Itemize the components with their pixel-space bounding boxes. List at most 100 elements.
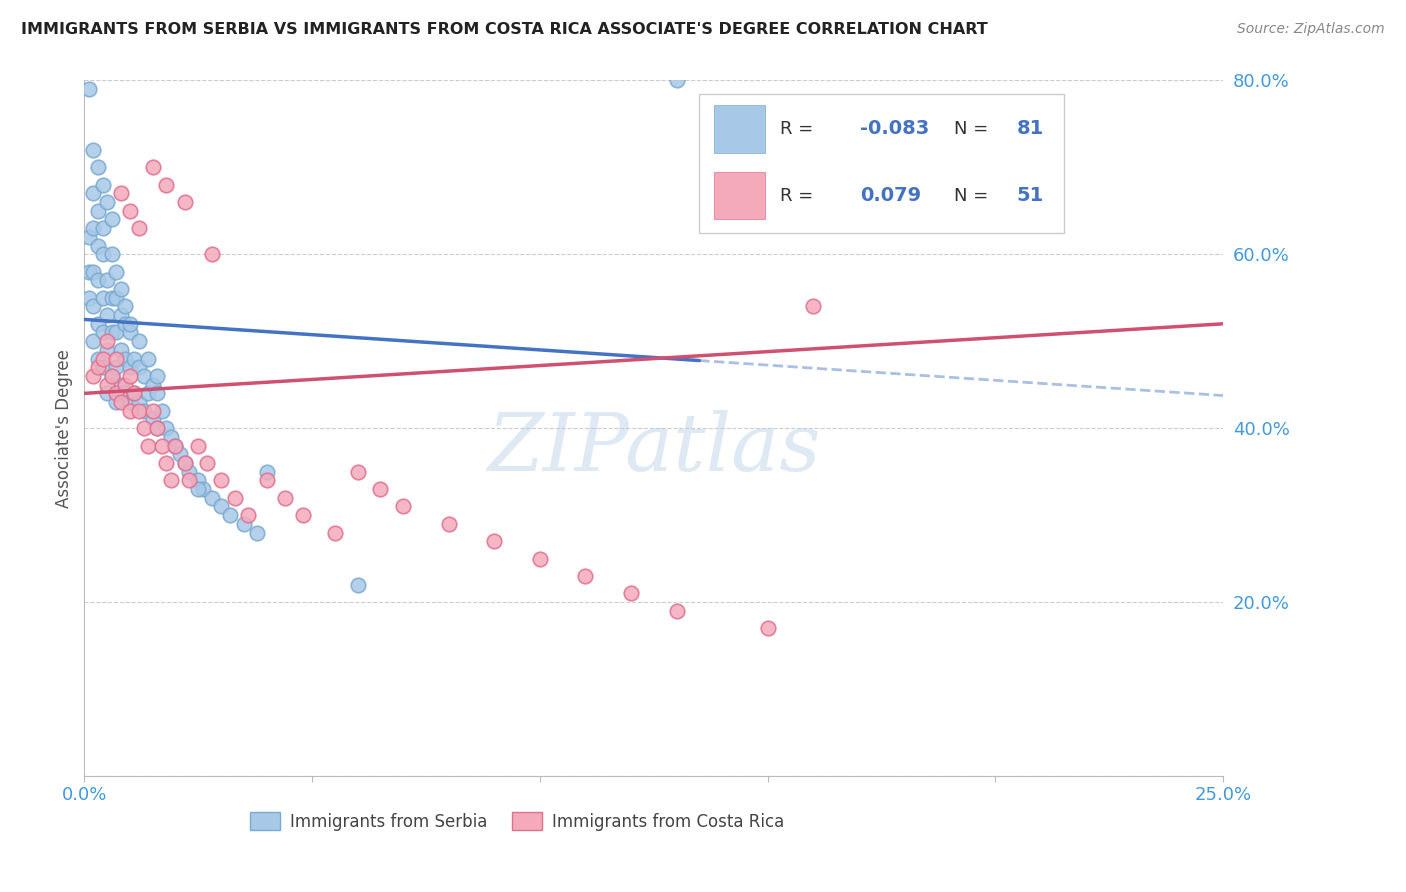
Point (142, 412, 165, 426)
Text: N =: N = (955, 186, 988, 205)
Point (132, 421, 155, 435)
Point (437, 516, 460, 531)
Point (91, 326, 114, 340)
Point (195, 456, 218, 470)
Point (100, 247, 122, 261)
Point (179, 465, 201, 479)
Point (484, 534, 506, 549)
Point (118, 369, 141, 384)
Point (136, 438, 159, 452)
Point (110, 308, 132, 322)
FancyBboxPatch shape (699, 95, 1064, 234)
Point (160, 430, 183, 444)
Point (91, 221, 114, 235)
Text: 81: 81 (1017, 120, 1043, 138)
Point (87, 203, 110, 218)
Text: Source: ZipAtlas.com: Source: ZipAtlas.com (1237, 22, 1385, 37)
Point (114, 299, 136, 313)
Point (132, 403, 155, 417)
Point (91, 178, 114, 192)
Point (179, 473, 201, 487)
Point (77, 291, 100, 305)
Legend: Immigrants from Serbia, Immigrants from Costa Rica: Immigrants from Serbia, Immigrants from … (243, 805, 792, 838)
Point (323, 525, 346, 540)
Point (238, 508, 260, 523)
Point (529, 551, 551, 566)
Point (110, 186, 132, 201)
Point (142, 377, 165, 392)
Point (87, 317, 110, 331)
Point (82, 334, 104, 348)
Text: ZIPatlas: ZIPatlas (486, 410, 821, 488)
Point (100, 291, 122, 305)
Point (201, 491, 224, 505)
Point (110, 343, 132, 357)
Point (105, 291, 128, 305)
Point (96, 377, 118, 392)
Point (232, 516, 254, 531)
Point (132, 369, 155, 384)
Point (165, 438, 187, 452)
Point (150, 438, 173, 452)
Point (187, 473, 209, 487)
Point (256, 473, 278, 487)
Point (128, 403, 150, 417)
Point (91, 291, 114, 305)
Point (136, 386, 159, 401)
Point (756, 621, 779, 635)
Point (118, 203, 141, 218)
Point (110, 395, 132, 409)
Point (105, 326, 128, 340)
Point (128, 221, 150, 235)
Point (96, 343, 118, 357)
FancyBboxPatch shape (714, 105, 765, 153)
Y-axis label: Associate's Degree: Associate's Degree (55, 349, 73, 508)
Point (187, 482, 209, 496)
Point (105, 395, 128, 409)
Point (100, 326, 122, 340)
Point (128, 395, 150, 409)
Point (114, 377, 136, 392)
Point (146, 386, 169, 401)
Point (165, 438, 187, 452)
Point (77, 229, 100, 244)
Point (96, 273, 118, 287)
Point (128, 334, 150, 348)
Point (173, 194, 195, 209)
Point (114, 351, 136, 366)
Point (155, 421, 177, 435)
Point (110, 377, 132, 392)
Point (346, 465, 368, 479)
Point (274, 491, 297, 505)
Text: N =: N = (955, 120, 988, 138)
Point (118, 395, 141, 409)
Point (110, 282, 132, 296)
Point (124, 386, 146, 401)
Point (370, 482, 392, 496)
Point (100, 369, 122, 384)
Point (105, 360, 128, 375)
Point (82, 221, 104, 235)
Point (292, 508, 315, 523)
Point (665, 604, 688, 618)
Point (209, 500, 232, 514)
Text: R =: R = (779, 186, 813, 205)
Point (801, 299, 824, 313)
Point (209, 473, 232, 487)
Point (346, 578, 368, 592)
Point (142, 161, 165, 175)
Point (87, 161, 110, 175)
Point (146, 369, 169, 384)
Point (82, 264, 104, 278)
Point (82, 369, 104, 384)
Text: R =: R = (779, 120, 813, 138)
Point (173, 456, 195, 470)
Point (87, 360, 110, 375)
Point (105, 351, 128, 366)
Point (392, 500, 415, 514)
Point (82, 186, 104, 201)
Point (91, 351, 114, 366)
Point (87, 351, 110, 366)
Point (169, 447, 191, 461)
Point (620, 586, 643, 600)
